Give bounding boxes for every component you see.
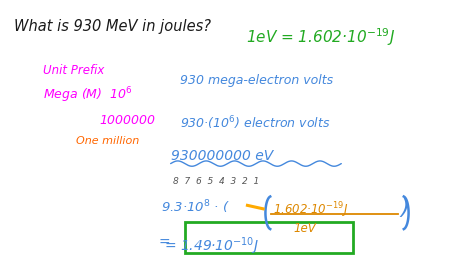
Text: = 1.49·10$^{-10}$J: = 1.49·10$^{-10}$J <box>164 235 258 257</box>
Text: 930000000 eV: 930000000 eV <box>171 149 273 163</box>
Text: 1eV = 1.602·10$^{-19}$J: 1eV = 1.602·10$^{-19}$J <box>246 27 396 48</box>
Text: Unit Prefix: Unit Prefix <box>43 64 104 77</box>
Text: Mega (M)  10$^{6}$: Mega (M) 10$^{6}$ <box>43 85 132 105</box>
Text: 1000000: 1000000 <box>100 114 155 127</box>
Text: =: = <box>159 235 171 250</box>
Text: What is 930 MeV in joules?: What is 930 MeV in joules? <box>14 19 211 34</box>
Text: ): ) <box>401 198 409 218</box>
Text: 930·(10$^{6}$) electron volts: 930·(10$^{6}$) electron volts <box>180 114 330 132</box>
Text: One million: One million <box>76 136 139 146</box>
Text: 930 mega-electron volts: 930 mega-electron volts <box>180 74 333 88</box>
Text: 9.3·10$^{8}$ · (: 9.3·10$^{8}$ · ( <box>161 198 230 216</box>
Text: 8  7  6  5  4  3  2  1: 8 7 6 5 4 3 2 1 <box>173 177 259 186</box>
Text: 1.602·10$^{-19}$J: 1.602·10$^{-19}$J <box>273 201 348 221</box>
Text: 1eV: 1eV <box>293 222 316 235</box>
